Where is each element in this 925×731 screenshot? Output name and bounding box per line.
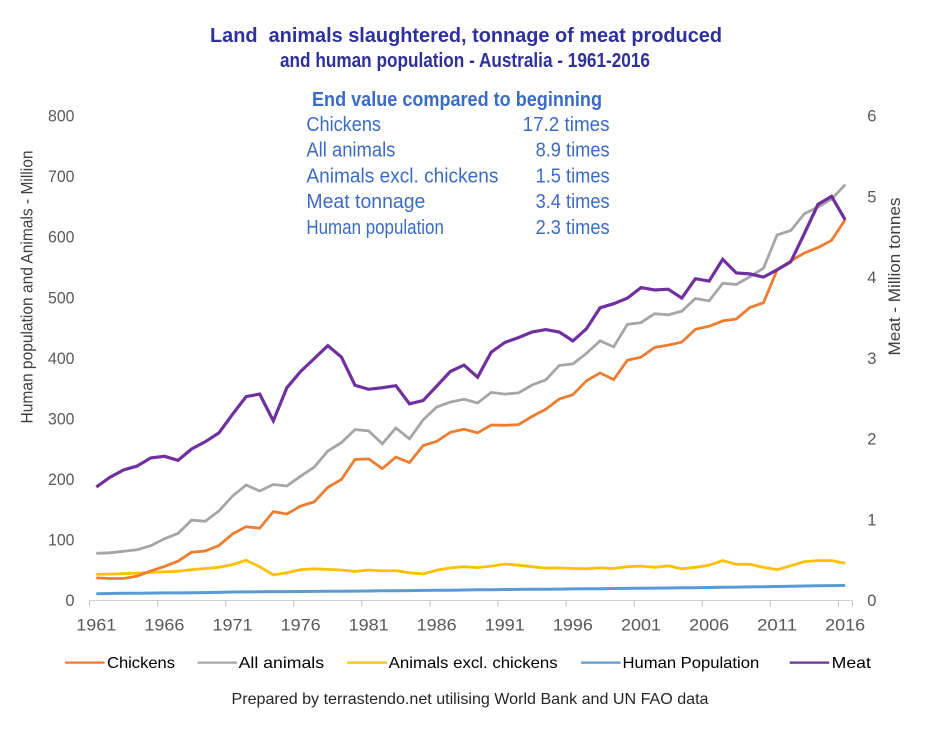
svg-text:Chickens: Chickens bbox=[306, 114, 381, 136]
svg-text:8.9 times: 8.9 times bbox=[536, 140, 610, 162]
svg-text:3: 3 bbox=[867, 350, 876, 368]
svg-text:Human Population: Human Population bbox=[623, 655, 760, 672]
svg-text:2.3 times: 2.3 times bbox=[536, 217, 610, 239]
svg-text:2006: 2006 bbox=[689, 616, 729, 635]
svg-text:400: 400 bbox=[48, 350, 75, 368]
svg-text:5: 5 bbox=[867, 188, 876, 206]
svg-text:1.5 times: 1.5 times bbox=[536, 165, 610, 187]
svg-text:1976: 1976 bbox=[281, 616, 321, 635]
svg-text:200: 200 bbox=[48, 471, 75, 489]
svg-text:and human population - Austral: and human population - Australia - 1961-… bbox=[280, 50, 650, 72]
svg-text:1961: 1961 bbox=[76, 616, 116, 635]
svg-text:1991: 1991 bbox=[485, 616, 525, 635]
svg-text:800: 800 bbox=[48, 108, 75, 126]
svg-text:Chickens: Chickens bbox=[107, 655, 175, 672]
svg-text:17.2 times: 17.2 times bbox=[523, 114, 610, 136]
svg-text:2001: 2001 bbox=[621, 616, 661, 635]
svg-text:Meat - Million tonnes: Meat - Million tonnes bbox=[886, 198, 904, 356]
svg-text:600: 600 bbox=[48, 229, 75, 247]
svg-text:Land animals slaughtered, ton: Land animals slaughtered, tonnage of mea… bbox=[210, 25, 722, 47]
svg-text:1: 1 bbox=[867, 511, 876, 529]
svg-text:2: 2 bbox=[867, 431, 876, 449]
svg-text:1981: 1981 bbox=[349, 616, 389, 635]
svg-text:1966: 1966 bbox=[144, 616, 184, 635]
svg-text:Prepared by terrastendo.net ut: Prepared by terrastendo.net utilising Wo… bbox=[232, 691, 709, 708]
svg-text:500: 500 bbox=[48, 289, 75, 307]
svg-text:2011: 2011 bbox=[757, 616, 797, 635]
svg-text:4: 4 bbox=[867, 269, 876, 287]
svg-text:Meat tonnage: Meat tonnage bbox=[306, 191, 425, 213]
svg-text:End value compared to beginnin: End value compared to beginning bbox=[312, 89, 602, 111]
svg-text:Meat: Meat bbox=[832, 655, 872, 672]
svg-text:300: 300 bbox=[48, 410, 75, 428]
svg-text:2016: 2016 bbox=[825, 616, 865, 635]
svg-text:1971: 1971 bbox=[213, 616, 253, 635]
svg-text:6: 6 bbox=[867, 108, 876, 126]
svg-text:3.4 times: 3.4 times bbox=[536, 191, 610, 213]
svg-text:All animals: All animals bbox=[306, 140, 395, 162]
svg-text:100: 100 bbox=[48, 531, 75, 549]
svg-text:Human population: Human population bbox=[306, 217, 444, 239]
svg-text:Animals excl. chickens: Animals excl. chickens bbox=[306, 165, 498, 187]
svg-text:700: 700 bbox=[48, 168, 75, 186]
svg-text:1986: 1986 bbox=[417, 616, 457, 635]
svg-text:1996: 1996 bbox=[553, 616, 593, 635]
svg-text:All animals: All animals bbox=[239, 655, 325, 672]
svg-text:Human population and Animals -: Human population and Animals - Million bbox=[19, 151, 37, 424]
svg-text:Animals excl. chickens: Animals excl. chickens bbox=[389, 655, 558, 672]
svg-text:0: 0 bbox=[867, 592, 876, 610]
svg-text:0: 0 bbox=[65, 592, 74, 610]
